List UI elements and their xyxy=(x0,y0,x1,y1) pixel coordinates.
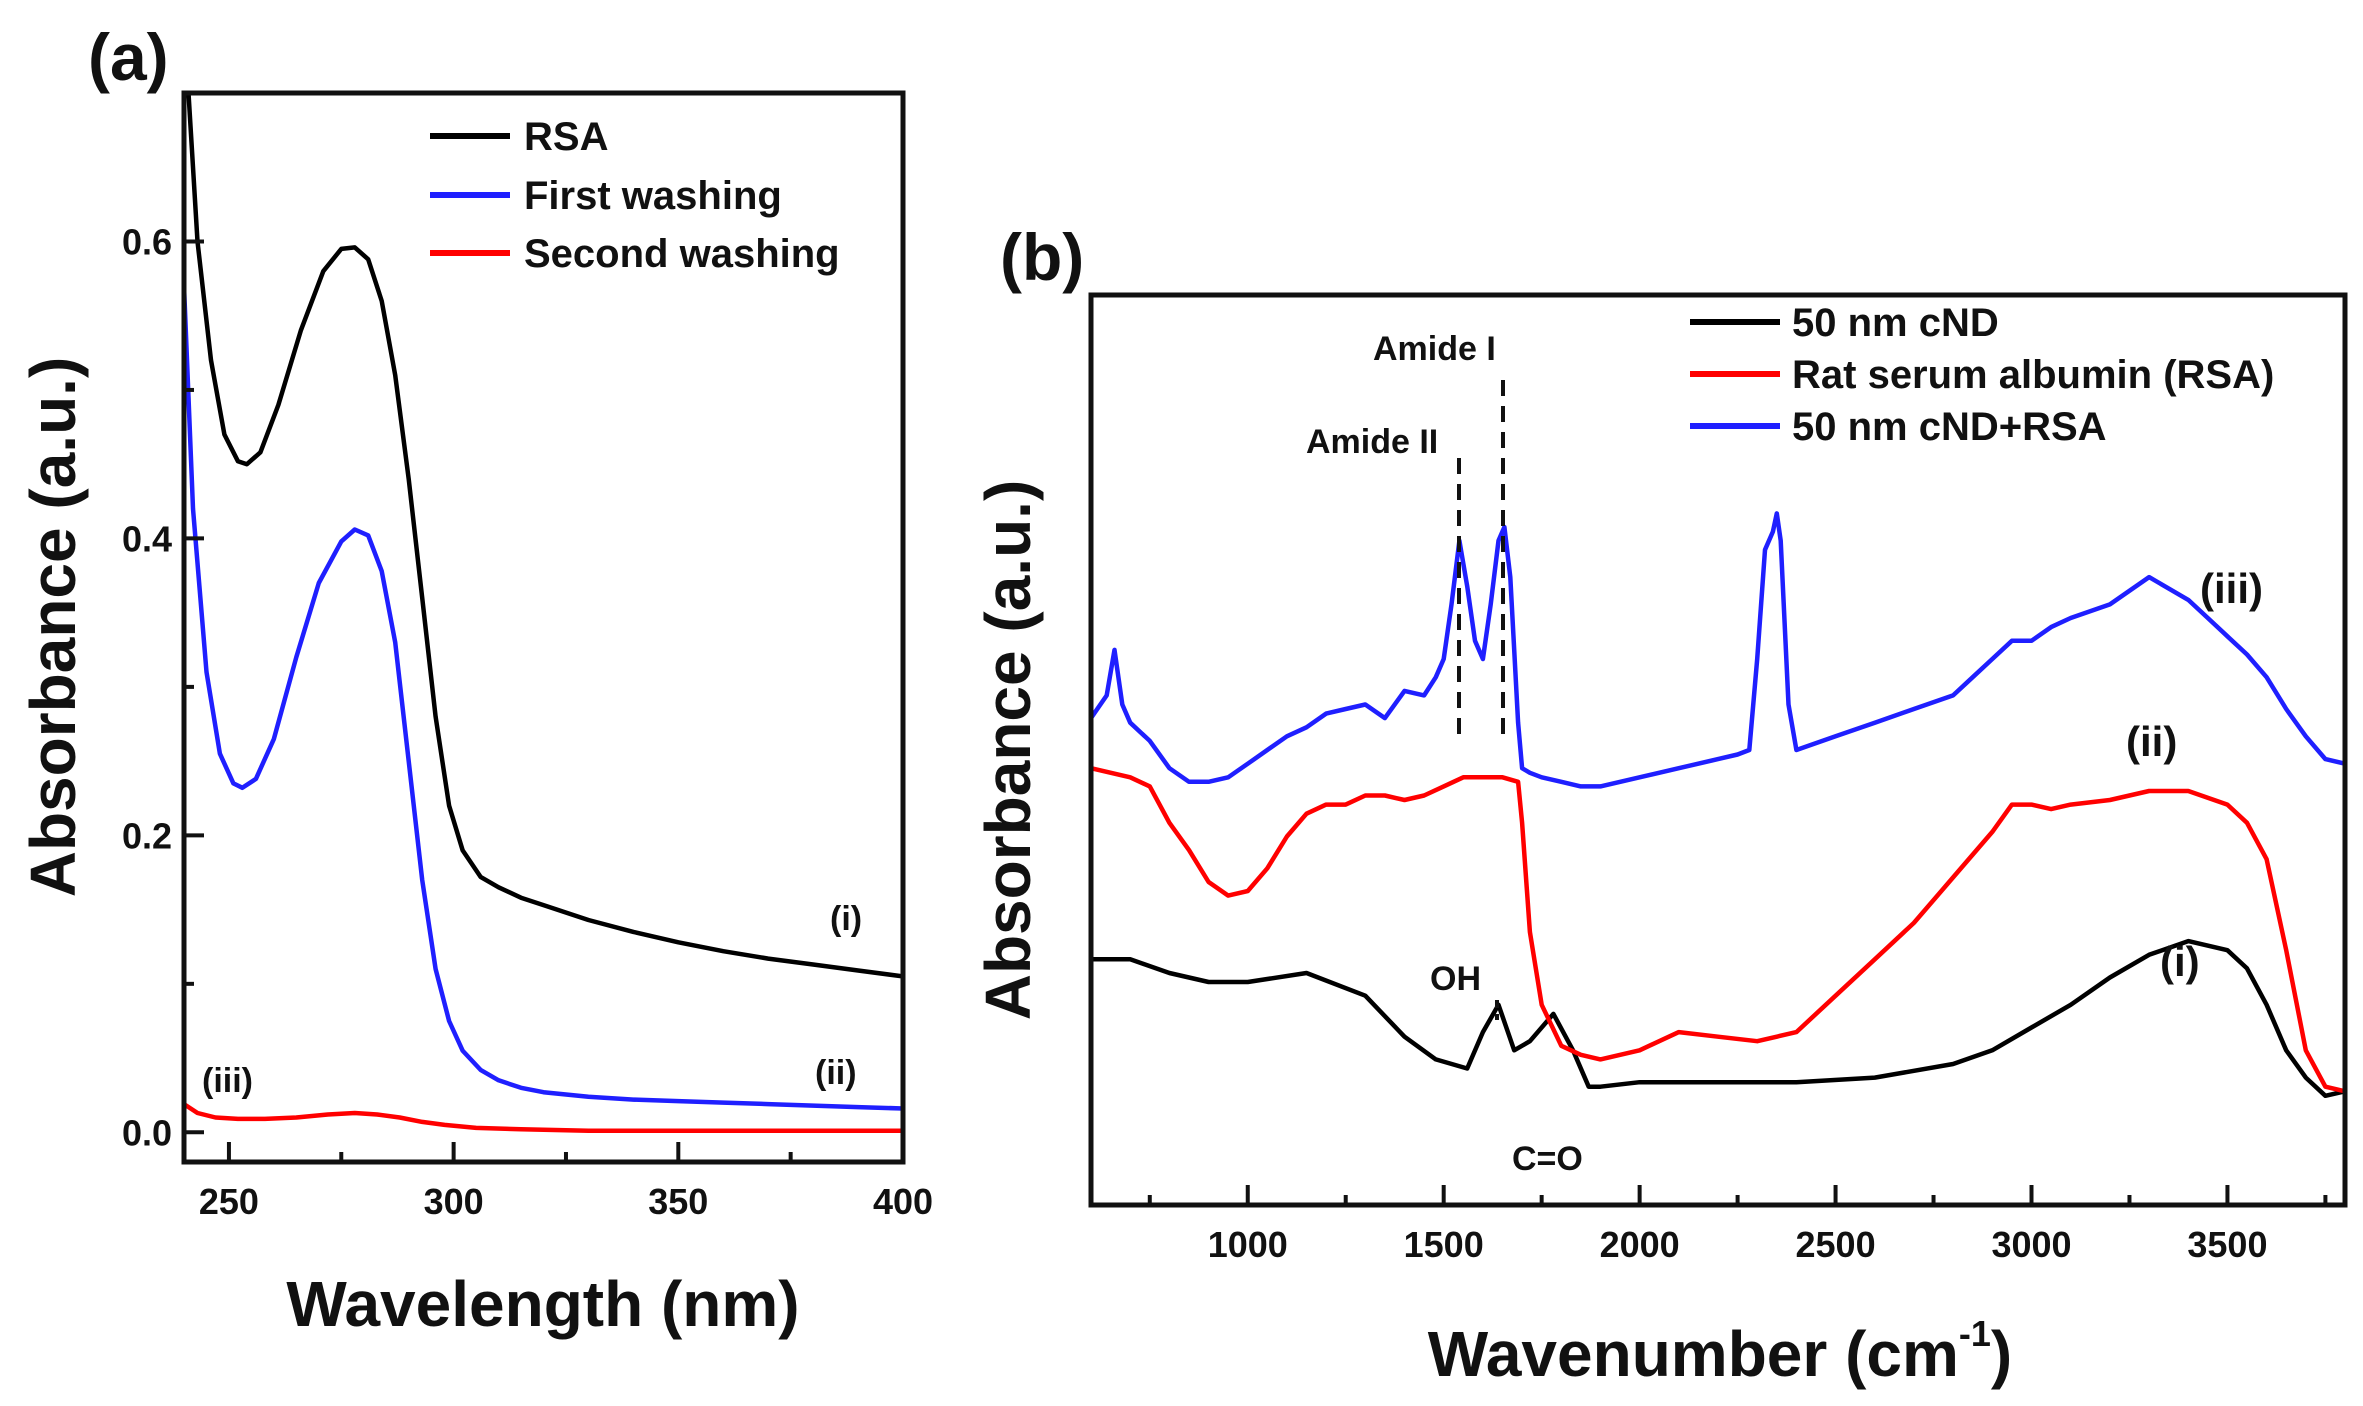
curve-label-i: (i) xyxy=(830,900,862,938)
panel-b-x-axis-title-end: ) xyxy=(1991,1318,2012,1390)
x-tick-label: 350 xyxy=(648,1181,708,1222)
legend-label-first-washing: First washing xyxy=(524,174,782,218)
panel-a-plot-frame xyxy=(181,90,906,1165)
curve-label-ii: (ii) xyxy=(815,1054,857,1092)
series-line-a-first-washing xyxy=(184,283,903,1111)
x-tick-label: 1000 xyxy=(1208,1224,1288,1265)
panel-b-plot-frame xyxy=(1088,292,2348,1208)
annotation-oh: OH xyxy=(1430,960,1481,998)
series-line-b-50-nm-cnd-rsa xyxy=(1091,511,2345,789)
panel-a-ticks: 250 300 350 400 0.0 0.2 0.4 0.6 xyxy=(122,91,933,1222)
curve-label-iii-b: (iii) xyxy=(2200,565,2263,612)
annotation-c-o: C=O xyxy=(1512,1140,1583,1178)
series-line-b-50-nm-cnd xyxy=(1091,938,2345,1099)
legend-label-50nm-cnd: 50 nm cND xyxy=(1792,301,1999,345)
legend-label-rsa-b: Rat serum albumin (RSA) xyxy=(1792,353,2274,397)
x-tick-label: 2000 xyxy=(1600,1224,1680,1265)
curve-label-iii: (iii) xyxy=(202,1062,253,1100)
x-tick-label: 2500 xyxy=(1796,1224,1876,1265)
y-tick-label: 0.6 xyxy=(122,221,172,262)
x-tick-label: 400 xyxy=(873,1181,933,1222)
x-tick-label: 300 xyxy=(424,1181,484,1222)
panel-a-legend: RSA First washing Second washing xyxy=(430,115,840,276)
panel-a-y-axis-title: Absorbance (a.u.) xyxy=(17,357,89,898)
legend-label-rsa: RSA xyxy=(524,115,608,159)
x-tick-label: 3000 xyxy=(1991,1224,2071,1265)
curve-label-i-b: (i) xyxy=(2160,938,2200,985)
panel-b: (b) 1000 1500 2000 2500 3000 3500 Amide II Am… xyxy=(972,220,2348,1390)
x-tick-label: 1500 xyxy=(1404,1224,1484,1265)
panel-a-x-axis-title: Wavelength (nm) xyxy=(286,1268,799,1340)
legend-label-second-washing: Second washing xyxy=(524,232,840,276)
x-tick-label: 3500 xyxy=(2187,1224,2267,1265)
series-line-a-rsa xyxy=(186,93,903,979)
series-line-a-second-washing xyxy=(184,1101,903,1134)
x-tick-label: 250 xyxy=(199,1181,259,1222)
panel-b-y-axis-title: Absorbance (a.u.) xyxy=(972,480,1044,1021)
panel-b-label: (b) xyxy=(1000,220,1084,294)
curve-label-ii-b: (ii) xyxy=(2126,718,2177,765)
panel-b-x-axis-title-main: Wavenumber (cm xyxy=(1428,1318,1959,1390)
panel-a-label: (a) xyxy=(88,20,169,94)
panel-b-ticks: 1000 1500 2000 2500 3000 3500 xyxy=(1147,1185,2328,1265)
panel-b-x-axis-title-superscript: -1 xyxy=(1959,1313,1991,1354)
y-tick-label: 0.2 xyxy=(122,815,172,856)
panel-b-legend: 50 nm cND Rat serum albumin (RSA) 50 nm … xyxy=(1690,301,2274,449)
y-tick-label: 0.4 xyxy=(122,518,172,559)
legend-label-cnd-rsa: 50 nm cND+RSA xyxy=(1792,405,2107,449)
panel-b-curves xyxy=(1091,511,2345,1099)
annotation-amide-ii: Amide II xyxy=(1306,423,1438,461)
annotation-amide-i: Amide I xyxy=(1373,330,1496,368)
panel-a: (a) 250 300 350 400 0.0 0.2 0.4 0.6 RSA First w… xyxy=(17,20,933,1340)
panel-a-curves xyxy=(184,93,903,1134)
panel-b-x-axis-title: Wavenumber (cm-1) xyxy=(1428,1313,2012,1390)
series-line-b-rat-serum-albumin-rsa xyxy=(1091,765,2345,1094)
y-tick-label: 0.0 xyxy=(122,1112,172,1153)
